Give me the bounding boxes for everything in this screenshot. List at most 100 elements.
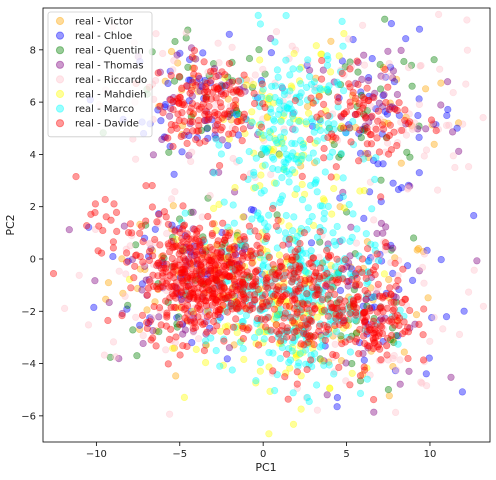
data-point [323,246,331,255]
data-point [218,82,226,90]
data-point [124,257,132,265]
data-point [202,247,210,255]
data-point [180,221,189,229]
data-point [271,38,279,46]
data-point [268,369,277,377]
data-point [331,321,339,330]
data-point [210,67,218,75]
data-point [193,134,201,142]
data-point [336,203,344,211]
data-point [186,244,194,252]
data-point [378,323,386,331]
data-point [385,294,393,302]
data-point [251,99,259,108]
data-point [393,90,402,99]
data-point [415,267,424,275]
data-point [160,261,168,269]
data-point [392,366,401,374]
data-point [375,292,384,300]
data-point [138,311,147,319]
data-point [289,227,297,235]
data-point [267,276,275,284]
data-point [212,135,220,143]
data-point [167,97,175,106]
data-point [229,323,237,331]
data-point [218,228,226,237]
data-point [175,313,183,321]
data-point [179,342,187,350]
data-point [328,136,337,144]
data-point [290,290,298,298]
data-point [119,289,127,297]
data-point [245,222,253,230]
data-point [324,202,332,210]
data-point [394,139,402,147]
data-point [342,124,351,132]
data-point [115,355,123,363]
data-point [305,397,313,406]
legend-label: real - Thomas [75,60,144,71]
data-point [445,121,453,129]
data-point [291,286,299,294]
data-point [349,35,357,44]
data-point [172,372,180,380]
data-point [170,170,178,178]
data-point [404,119,413,128]
data-point [337,335,345,344]
data-point [275,251,284,259]
data-point [293,306,302,314]
data-point [243,271,251,279]
data-point [338,17,346,26]
data-point [139,238,147,246]
data-point [342,108,351,116]
data-point [173,51,181,59]
data-point [185,151,193,159]
y-axis-label: PC2 [4,214,17,235]
data-point [337,112,345,120]
data-point [346,348,355,356]
data-point [278,344,286,352]
data-point [373,229,381,238]
data-point [403,301,411,310]
data-point [169,142,177,151]
data-point [367,293,375,302]
data-point [201,137,209,145]
data-point [251,71,259,79]
data-point [136,229,144,237]
data-point [324,86,332,94]
data-point [329,350,337,359]
data-point [251,227,259,235]
data-point [267,170,275,179]
data-point [260,187,268,195]
data-point [205,72,213,80]
data-point [198,83,206,91]
data-point [123,305,131,313]
data-point [131,262,139,270]
data-point [291,96,299,105]
data-point [389,354,397,363]
data-point [146,314,154,322]
data-point [158,278,166,286]
data-point [213,95,221,103]
data-point [297,405,305,413]
data-point [201,107,209,115]
data-point [239,213,247,221]
data-point [351,271,360,279]
data-point [160,208,168,216]
data-point [240,213,248,221]
data-point [360,214,368,222]
data-point [321,168,329,176]
data-point [225,344,233,352]
data-point [248,118,256,127]
data-point [183,139,191,147]
data-point [346,65,354,73]
data-point [129,326,137,334]
data-point [229,77,237,85]
data-point [176,320,184,329]
data-point [304,59,312,67]
data-point [293,152,301,160]
data-point [201,279,209,288]
data-point [136,321,144,329]
data-point [240,245,249,253]
data-point [377,176,385,184]
